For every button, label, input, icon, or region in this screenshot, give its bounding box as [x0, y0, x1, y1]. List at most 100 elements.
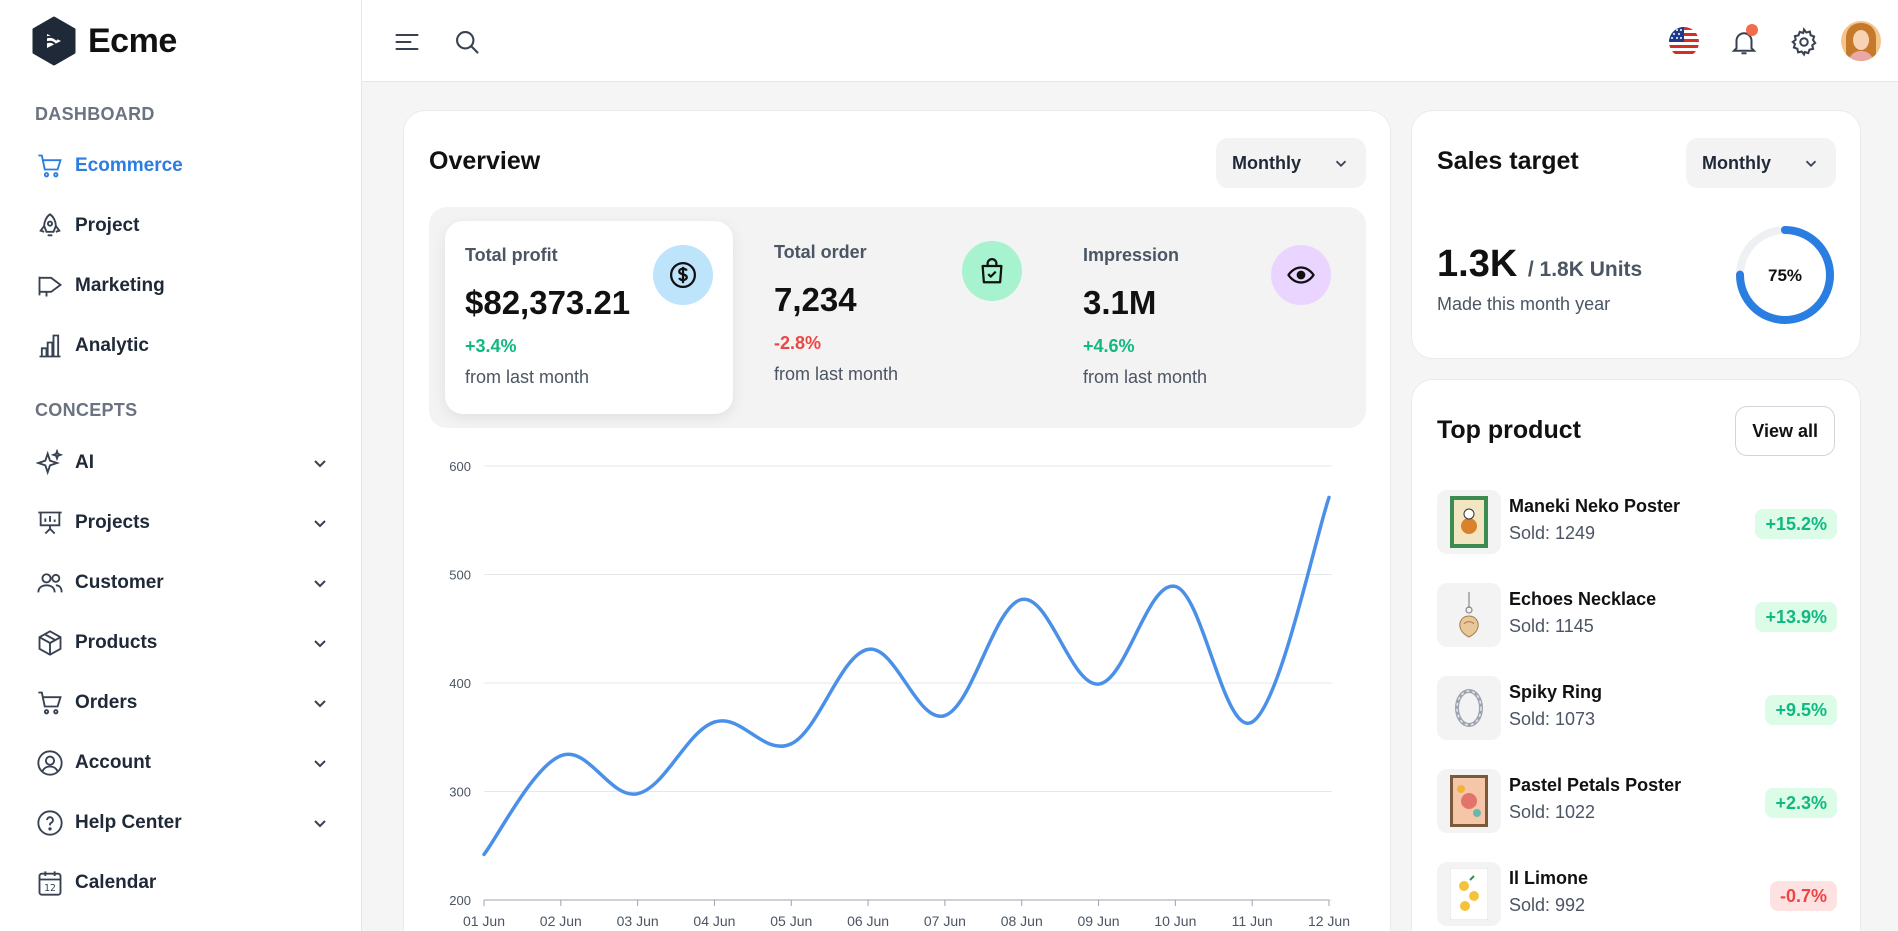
sidebar-item-help-center[interactable]: Help Center [35, 803, 330, 843]
chevron-down-icon [314, 820, 326, 828]
product-item[interactable]: Spiky Ring Sold: 1073 +9.5% [1437, 676, 1837, 742]
cart-icon [35, 688, 65, 718]
sidebar-item-account[interactable]: Account [35, 743, 330, 783]
x-tick-label: 05 Jun [770, 913, 812, 929]
chevron-down-icon [1335, 160, 1347, 167]
section-label-concepts: CONCEPTS [35, 400, 138, 420]
product-item[interactable]: Maneki Neko Poster Sold: 1249 +15.2% [1437, 490, 1837, 556]
sparkle-icon [35, 448, 65, 478]
product-name: Pastel Petals Poster [1509, 775, 1682, 795]
bell-icon[interactable] [1724, 22, 1764, 62]
sidebar-item-label: Ecommerce [75, 155, 183, 176]
stat-change: +4.6% [1083, 336, 1135, 356]
product-item[interactable]: Echoes Necklace Sold: 1145 +13.9% [1437, 583, 1837, 649]
sales-target-period-select[interactable]: Monthly [1686, 138, 1836, 188]
box-icon [35, 628, 65, 658]
product-item[interactable]: Pastel Petals Poster Sold: 1022 +2.3% [1437, 769, 1837, 835]
stat-value: 3.1M [1083, 284, 1157, 321]
x-tick-label: 02 Jun [540, 913, 582, 929]
x-tick-label: 08 Jun [1001, 913, 1043, 929]
top-product-card: Top product View all Maneki Neko Poster … [1411, 379, 1861, 931]
sidebar-item-ecommerce[interactable]: Ecommerce [35, 146, 330, 186]
stat-label: Total order [774, 242, 867, 262]
stat-label: Impression [1083, 245, 1180, 265]
product-sold: Sold: 1022 [1509, 802, 1596, 822]
ring-progress [1736, 226, 1834, 324]
sidebar-item-marketing[interactable]: Marketing [35, 266, 330, 306]
sales-target-value: 1.3K [1437, 243, 1518, 285]
stat-value: $82,373.21 [465, 284, 631, 321]
stat-impression[interactable]: Impression 3.1M +4.6% from last month [1063, 221, 1351, 414]
stat-value: 7,234 [774, 281, 857, 318]
view-all-button[interactable]: View all [1735, 406, 1835, 456]
avatar[interactable] [1839, 19, 1883, 63]
notification-dot [1746, 24, 1758, 36]
sidebar-item-orders[interactable]: Orders [35, 683, 330, 723]
data-point[interactable] [708, 716, 720, 728]
sidebar-item-label: Products [75, 632, 158, 653]
overview-card: Overview Monthly Total profit $82,373.21… [403, 110, 1391, 931]
sidebar-item-project[interactable]: Project [35, 206, 330, 246]
data-point[interactable] [1016, 593, 1028, 605]
y-tick-label: 400 [449, 676, 471, 691]
users-icon [35, 568, 65, 598]
y-tick-label: 300 [449, 785, 471, 800]
y-tick-label: 600 [449, 459, 471, 474]
data-point[interactable] [478, 848, 490, 860]
sidebar-item-label: Account [75, 752, 151, 773]
y-tick-label: 500 [449, 568, 471, 583]
sidebar-item-projects[interactable]: Projects [35, 503, 330, 543]
shopping-bag-icon [962, 241, 1022, 301]
data-point[interactable] [1093, 678, 1105, 690]
data-point[interactable] [862, 643, 874, 655]
overview-title: Overview [429, 147, 541, 175]
chevron-down-icon [314, 700, 326, 708]
data-point[interactable] [555, 750, 567, 762]
sidebar-item-calendar[interactable]: 12 Calendar [35, 863, 330, 903]
product-name: Maneki Neko Poster [1509, 496, 1681, 516]
us-flag-icon[interactable] [1664, 22, 1704, 62]
product-change-badge: +2.3% [1765, 788, 1837, 818]
sales-target-progress-ring: 75% [1736, 226, 1834, 324]
data-point[interactable] [632, 788, 644, 800]
calendar-day: 12 [44, 883, 56, 894]
logo[interactable]: Ecme [30, 16, 177, 66]
data-point[interactable] [1169, 580, 1181, 592]
stat-total-profit[interactable]: Total profit $82,373.21 +3.4% from last … [445, 221, 733, 414]
x-tick-label: 04 Jun [693, 913, 735, 929]
sidebar-item-products[interactable]: Products [35, 623, 330, 663]
sidebar-item-customer[interactable]: Customer [35, 563, 330, 603]
product-change-badge: +9.5% [1765, 695, 1837, 725]
sidebar: Ecme DASHBOARD Ecommerce Project Marketi… [0, 0, 362, 931]
stat-total-order[interactable]: Total order 7,234 -2.8% from last month [754, 221, 1042, 414]
brand-name: Ecme [88, 21, 177, 60]
product-sold: Sold: 1249 [1509, 523, 1596, 543]
megaphone-icon [35, 271, 65, 301]
product-change-badge: +15.2% [1755, 509, 1837, 539]
sidebar-item-analytic[interactable]: Analytic [35, 326, 330, 366]
sidebar-item-label: Customer [75, 572, 164, 593]
menu-icon[interactable] [387, 22, 427, 62]
data-point[interactable] [939, 710, 951, 722]
logo-icon [32, 16, 76, 66]
x-tick-label: 11 Jun [1232, 913, 1273, 929]
x-tick-label: 09 Jun [1078, 913, 1120, 929]
sidebar-item-label: Project [75, 215, 140, 236]
sidebar-item-label: Orders [75, 692, 138, 713]
gear-icon[interactable] [1784, 22, 1824, 62]
select-value: Monthly [1232, 152, 1301, 173]
data-point[interactable] [785, 738, 797, 750]
sidebar-item-label: Analytic [75, 335, 149, 356]
sidebar-item-label: Projects [75, 512, 150, 533]
product-item[interactable]: Il Limone Sold: 992 -0.7% [1437, 862, 1837, 928]
stat-change: -2.8% [774, 333, 822, 353]
data-point[interactable] [1323, 491, 1335, 503]
data-point[interactable] [1246, 716, 1258, 728]
overview-period-select[interactable]: Monthly [1216, 138, 1366, 188]
sidebar-item-ai[interactable]: AI [35, 443, 330, 483]
x-tick-label: 10 Jun [1154, 913, 1196, 929]
search-icon[interactable] [447, 22, 487, 62]
chevron-down-icon [314, 640, 326, 648]
sidebar-item-label: Marketing [75, 275, 165, 296]
product-change-badge: -0.7% [1769, 881, 1837, 911]
